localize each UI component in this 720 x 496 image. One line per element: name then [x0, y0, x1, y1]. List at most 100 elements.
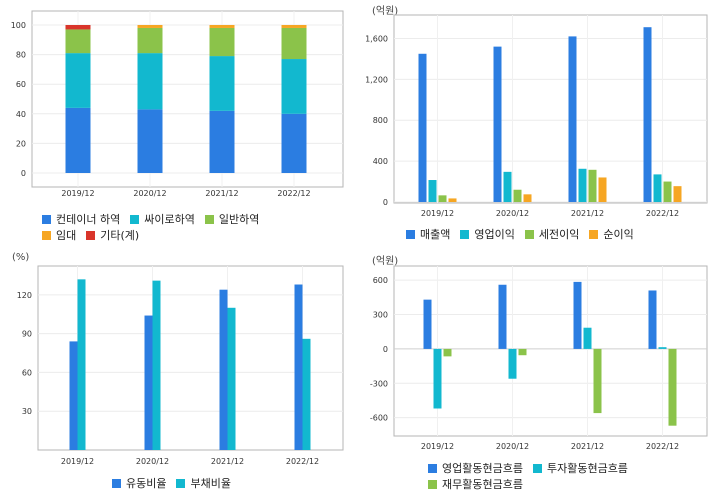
x-tick-label: 2021/12 [211, 457, 244, 466]
legend-row: 임대 기타(계) [42, 228, 342, 244]
bar [281, 25, 307, 28]
bar [498, 284, 507, 349]
sales-composition-chart: 0 20 40 60 80 100 2019/12 2020/12 2021/12 2022/12… [0, 0, 360, 248]
cash-flow-chart: (억원) -600 -300 0 300 600 2019/12 2020/12 2021/1… [360, 248, 720, 496]
legend-swatch [42, 215, 51, 224]
bar [573, 281, 582, 349]
legend-item: 유동비율 [112, 476, 166, 492]
bar [69, 341, 78, 450]
financial-results-chart: (억원) 0 400 800 1,200 1,600 2019/12 2020/12 2021… [360, 0, 720, 248]
x-tick-label: 2019/12 [421, 442, 454, 451]
bar [513, 189, 522, 202]
y-tick-label: 120 [17, 291, 32, 300]
y-tick-label: 100 [11, 21, 26, 30]
legend-label: 투자활동현금흐름 [546, 462, 628, 475]
legend-swatch [428, 480, 437, 489]
bar [281, 27, 307, 60]
legend-row: 매출액 영업이익 세전이익 순이익 [406, 227, 706, 243]
y-tick-label: 600 [373, 276, 388, 285]
legend-item: 컨테이너 하역 [42, 212, 120, 228]
x-tick-label: 2021/12 [205, 189, 238, 198]
y-tick-label: 0 [21, 169, 26, 178]
bar [588, 169, 597, 202]
x-tick-label: 2022/12 [646, 209, 679, 218]
plot-frame [393, 14, 708, 204]
bar [209, 110, 235, 173]
legend-item: 기타(계) [86, 228, 139, 244]
bar [448, 198, 457, 202]
bar [65, 107, 91, 173]
y-tick-label: 0 [383, 345, 388, 354]
legend-row: 영업활동현금흐름 투자활동현금흐름 [428, 461, 708, 477]
legend-item: 재무활동현금흐름 [428, 477, 523, 493]
y-tick-label: 400 [373, 157, 388, 166]
bar [281, 113, 307, 173]
legend-swatch [86, 231, 96, 240]
bar [518, 348, 527, 356]
bar [65, 25, 91, 30]
bar [523, 194, 532, 202]
x-tick-label: 2020/12 [133, 189, 166, 198]
legend-label: 영업활동현금흐름 [442, 462, 523, 475]
bar [302, 338, 311, 450]
financial-results-legend: 매출액 영업이익 세전이익 순이익 [406, 227, 706, 243]
bar [423, 299, 432, 349]
bar [137, 53, 163, 110]
bar [663, 181, 672, 202]
bar [209, 27, 235, 57]
legend-label: 컨테이너 하역 [56, 213, 121, 226]
legend-label: 매출액 [420, 228, 451, 241]
legend-swatch [532, 464, 542, 473]
legend-swatch [589, 230, 599, 239]
bar [137, 109, 163, 173]
bar [668, 348, 677, 426]
bar [673, 186, 682, 202]
legend-item: 임대 [42, 228, 76, 244]
bar [137, 25, 163, 28]
x-tick-label: 2019/12 [61, 189, 94, 198]
bar [281, 59, 307, 114]
legend-swatch [428, 464, 437, 473]
bar [653, 174, 662, 202]
bar [209, 25, 235, 28]
x-tick-label: 2022/12 [277, 189, 310, 198]
bar [433, 348, 442, 409]
ratio-unit: (%) [12, 252, 30, 263]
y-tick-label: 0 [383, 198, 388, 207]
financial-results-unit: (억원) [372, 6, 399, 17]
y-tick-label: -300 [370, 379, 388, 388]
legend-row: 유동비율 부채비율 [112, 476, 352, 492]
x-tick-label: 2022/12 [286, 457, 319, 466]
bar [578, 168, 587, 202]
sales-composition-plot: 0 20 40 60 80 100 2019/12 2020/12 2021/12 2022/12 [11, 10, 344, 198]
legend-item: 영업이익 [460, 227, 515, 243]
legend-item: 부채비율 [176, 476, 231, 492]
bar [219, 289, 228, 450]
bar [65, 29, 91, 54]
x-tick-label: 2021/12 [571, 209, 604, 218]
x-tick-label: 2020/12 [496, 442, 529, 451]
x-tick-label: 2020/12 [496, 209, 529, 218]
bar [418, 53, 427, 203]
cash-flow-unit: (억원) [372, 256, 399, 267]
bar [643, 27, 652, 203]
plot-frame [37, 265, 344, 451]
legend-item: 매출액 [406, 227, 450, 243]
bar [152, 280, 161, 450]
bar [65, 53, 91, 108]
legend-label: 순이익 [603, 228, 634, 241]
legend-label: 임대 [56, 229, 77, 242]
legend-label: 부채비율 [190, 477, 231, 490]
y-tick-label: -600 [370, 414, 388, 423]
legend-label: 영업이익 [474, 228, 515, 241]
y-tick-label: 20 [16, 139, 26, 148]
bar [648, 290, 657, 349]
legend-item: 싸이로하역 [130, 212, 195, 228]
bar [598, 177, 607, 202]
legend-item: 세전이익 [524, 227, 579, 243]
y-tick-label: 30 [22, 407, 32, 416]
y-tick-label: 90 [22, 330, 32, 339]
y-tick-label: 1,200 [365, 75, 388, 84]
bar [294, 284, 303, 450]
